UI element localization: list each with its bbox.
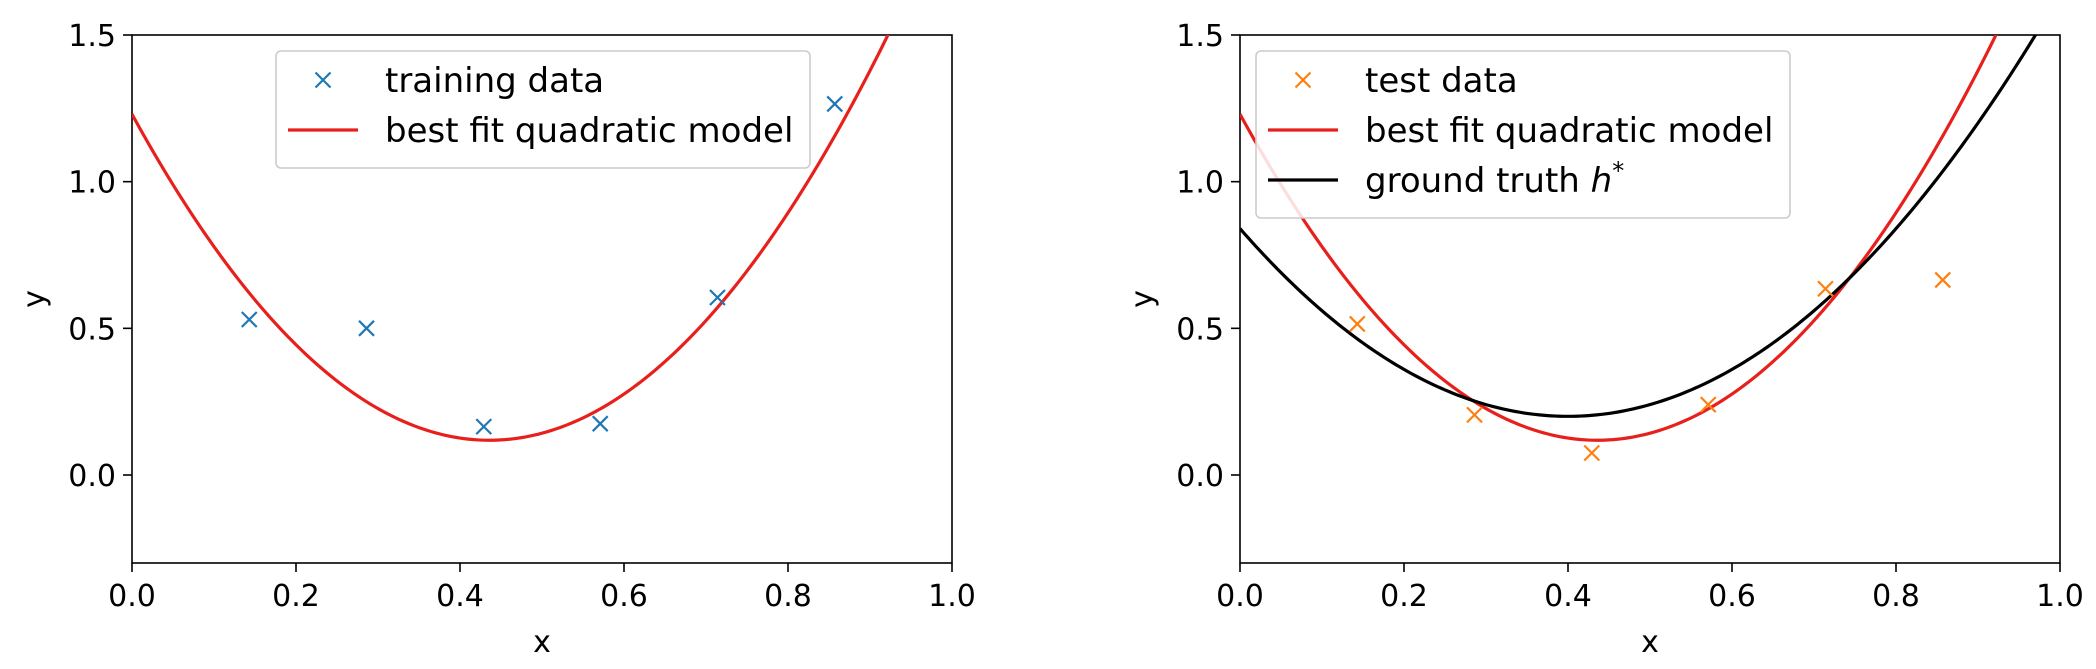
x-tick-label: 0.6 <box>600 579 648 614</box>
legend-box <box>1255 50 1791 219</box>
data-point <box>475 418 493 435</box>
legend-label: ground truth h* <box>1365 157 1624 201</box>
data-point <box>591 415 609 432</box>
y-tick-label: 1.5 <box>1176 19 1224 54</box>
legend-marker <box>1294 71 1312 89</box>
legend-label: best fit quadratic model <box>1365 111 1773 151</box>
legend-marker <box>314 71 332 89</box>
legend: test data best fit quadratic model ground … <box>1255 50 1791 219</box>
series-line <box>1240 35 2038 418</box>
data-point <box>1934 271 1952 289</box>
data-point <box>240 311 258 328</box>
y-tick-label: 1.0 <box>68 166 116 201</box>
x-tick-label: 0.6 <box>1708 579 1756 614</box>
data-point <box>1817 280 1834 298</box>
x-tick-label: 0.0 <box>108 579 156 614</box>
series-line <box>132 35 890 442</box>
series-line <box>1240 35 1998 442</box>
x-tick-label: 1.0 <box>2036 579 2084 614</box>
data-point <box>358 320 375 337</box>
x-tick-label: 0.2 <box>272 579 320 614</box>
data-point <box>1348 315 1366 333</box>
data-point <box>1583 444 1601 462</box>
series-layer <box>132 35 890 442</box>
x-axis-label: x <box>1641 625 1659 660</box>
y-tick-label: 0.0 <box>68 459 116 494</box>
y-tick-label: 0.5 <box>68 312 116 347</box>
legend-box <box>275 50 811 169</box>
chart-panel-2: 0.0 0.2 0.4 0.6 0.8 1.0 0.0 0.5 1.0 1.5 x y test dat… <box>1125 19 2084 660</box>
legend-label: test data <box>1365 61 1518 101</box>
y-tick-label: 1.5 <box>68 19 116 54</box>
legend-label: training data <box>385 61 604 101</box>
y-tick-label: 0.0 <box>1176 459 1224 494</box>
series-layer <box>1240 35 2038 462</box>
x-tick-label: 0.2 <box>1380 579 1428 614</box>
x-tick-label: 0.0 <box>1216 579 1264 614</box>
legend: training data best fit quadratic model <box>275 50 811 169</box>
data-point <box>1466 406 1483 424</box>
data-point <box>826 95 844 113</box>
x-axis-label: x <box>533 625 551 660</box>
data-point <box>709 289 726 306</box>
x-tick-label: 0.4 <box>1544 579 1592 614</box>
x-tick-label: 0.8 <box>764 579 812 614</box>
x-tick-label: 1.0 <box>928 579 976 614</box>
y-tick-label: 1.0 <box>1176 166 1224 201</box>
legend-label: best fit quadratic model <box>385 111 793 151</box>
x-tick-label: 0.4 <box>436 579 484 614</box>
x-tick-label: 0.8 <box>1872 579 1920 614</box>
y-axis-label: y <box>1125 290 1160 308</box>
chart-panel-1: 0.0 0.2 0.4 0.6 0.8 1.0 0.0 0.5 1.0 1.5 x y training… <box>17 19 976 660</box>
y-axis-label: y <box>17 290 52 308</box>
y-tick-label: 0.5 <box>1176 312 1224 347</box>
data-point <box>1699 396 1717 413</box>
